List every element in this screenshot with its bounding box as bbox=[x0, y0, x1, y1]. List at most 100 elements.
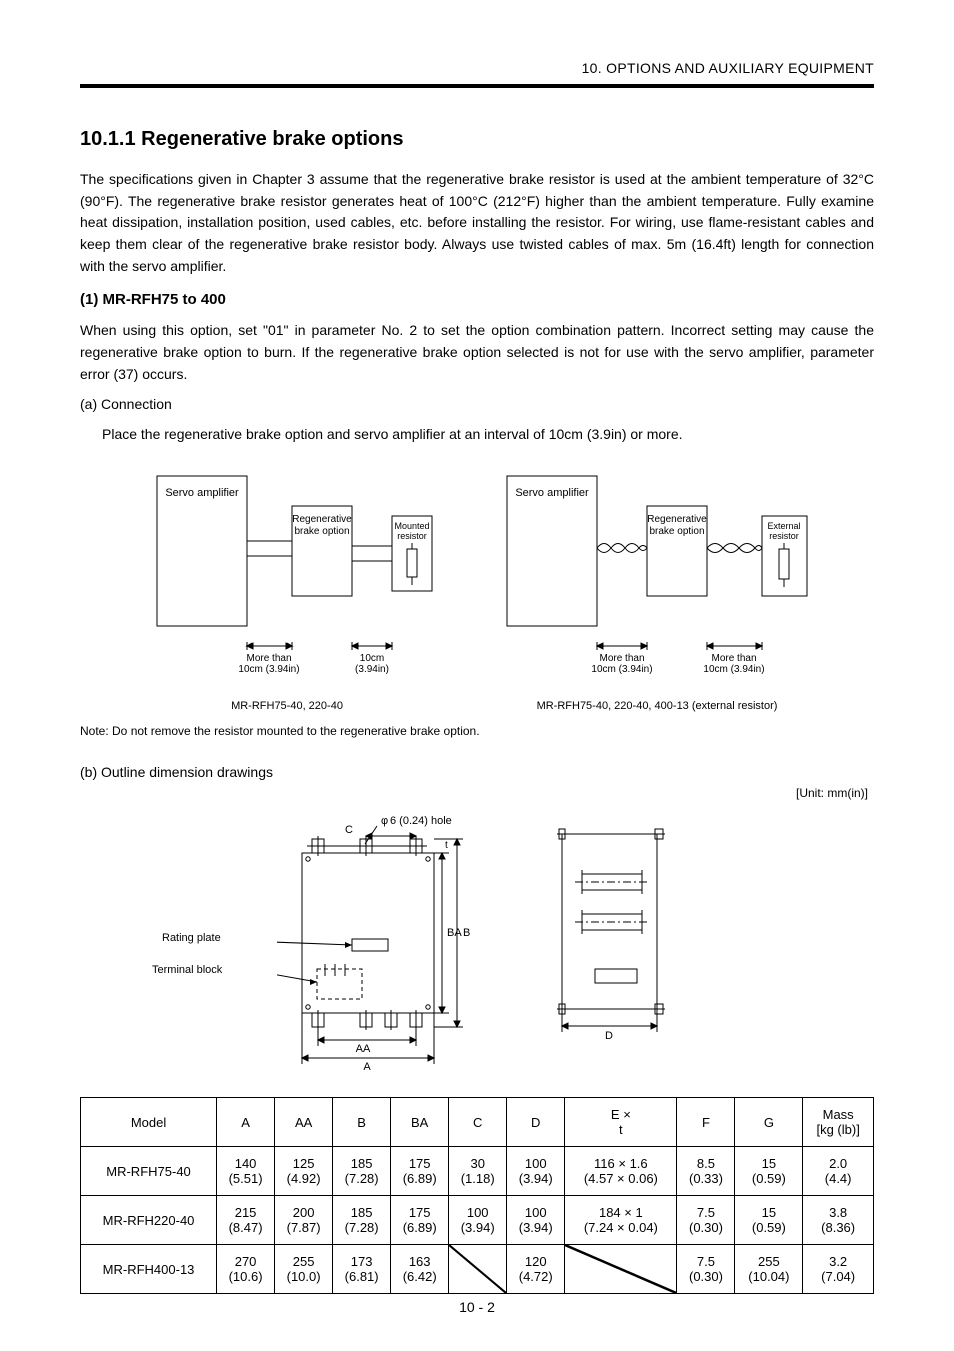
table-row: MR-RFH75-40140 (5.51)125 (4.92)185 (7.28… bbox=[81, 1147, 874, 1196]
phi-text: 6 (0.24) hole bbox=[390, 815, 452, 827]
dim-t: t bbox=[445, 840, 448, 851]
th-A: A bbox=[217, 1098, 275, 1147]
diagram1-res-l2: resistor bbox=[397, 531, 427, 541]
table-cell: 2.0 (4.4) bbox=[803, 1147, 874, 1196]
section-title-text: Regenerative brake options bbox=[141, 128, 403, 150]
table-cell: 125 (4.92) bbox=[275, 1147, 333, 1196]
spec-table: Model A AA B BA C D E × t F G Mass [kg (… bbox=[80, 1097, 874, 1294]
dim-AA: AA bbox=[356, 1043, 371, 1055]
diagram2-option-l2: brake option bbox=[649, 526, 704, 537]
table-cell: 140 (5.51) bbox=[217, 1147, 275, 1196]
th-mass: Mass [kg (lb)] bbox=[803, 1098, 874, 1147]
table-cell: MR-RFH400-13 bbox=[81, 1245, 217, 1294]
item-a-heading: (a) Connection bbox=[80, 396, 874, 412]
diagram1-gap1-l1: More than bbox=[246, 653, 291, 664]
diagram2-gap1-l1: More than bbox=[599, 653, 644, 664]
caution-paragraph: The specifications given in Chapter 3 as… bbox=[80, 169, 874, 277]
diagram-external: Servo amplifier Regenerative brake optio… bbox=[487, 461, 827, 712]
table-cell: 185 (7.28) bbox=[333, 1147, 391, 1196]
table-cell: 15 (0.59) bbox=[735, 1147, 803, 1196]
diagram2-gap2-l1: More than bbox=[711, 653, 756, 664]
diagram2-caption: MR-RFH75-40, 220-40, 400-13 (external re… bbox=[487, 700, 827, 712]
diagram1-gap1-l2: 10cm (3.94in) bbox=[238, 664, 299, 675]
table-header-row: Model A AA B BA C D E × t F G Mass [kg (… bbox=[81, 1098, 874, 1147]
rating-plate-label: Rating plate bbox=[162, 932, 221, 944]
th-G: G bbox=[735, 1098, 803, 1147]
item-b-heading: (b) Outline dimension drawings bbox=[80, 764, 874, 780]
diagram1-res-l1: Mounted bbox=[394, 521, 429, 531]
dim-B: B bbox=[463, 927, 470, 939]
terminal-block-label: Terminal block bbox=[152, 964, 222, 976]
diagram1-gap2-l2: (3.94in) bbox=[355, 664, 389, 675]
diagram2-gap2-l2: 10cm (3.94in) bbox=[703, 664, 764, 675]
diagram1-option-l1: Regenerative bbox=[292, 514, 352, 525]
page-number: 10 - 2 bbox=[0, 1299, 954, 1315]
page-header-title: 10. OPTIONS AND AUXILIARY EQUIPMENT bbox=[80, 60, 874, 76]
table-cell: 7.5 (0.30) bbox=[677, 1245, 735, 1294]
connection-diagrams: Servo amplifier Regenerative brake optio… bbox=[80, 461, 874, 712]
combination-paragraph: When using this option, set "01" in para… bbox=[80, 320, 874, 385]
outline-front-svg: φ 6 (0.24) hole bbox=[277, 814, 477, 1074]
diagram2-gap1-l2: 10cm (3.94in) bbox=[591, 664, 652, 675]
table-cell: 3.8 (8.36) bbox=[803, 1196, 874, 1245]
table-cell: 15 (0.59) bbox=[735, 1196, 803, 1245]
th-model: Model bbox=[81, 1098, 217, 1147]
table-cell: 100 (3.94) bbox=[449, 1196, 507, 1245]
th-C: C bbox=[449, 1098, 507, 1147]
table-cell: 185 (7.28) bbox=[333, 1196, 391, 1245]
diagram2-res-l2: resistor bbox=[769, 531, 799, 541]
table-cell: 173 (6.81) bbox=[333, 1245, 391, 1294]
th-BA: BA bbox=[391, 1098, 449, 1147]
table-row: MR-RFH220-40215 (8.47)200 (7.87)185 (7.2… bbox=[81, 1196, 874, 1245]
diagram2-res-l1: External bbox=[767, 521, 800, 531]
dim-A: A bbox=[363, 1061, 371, 1073]
table-cell: 120 (4.72) bbox=[507, 1245, 565, 1294]
subsection-heading: (1) MR-RFH75 to 400 bbox=[80, 291, 874, 308]
th-F: F bbox=[677, 1098, 735, 1147]
table-cell: 8.5 (0.33) bbox=[677, 1147, 735, 1196]
table-cell: 255 (10.04) bbox=[735, 1245, 803, 1294]
table-cell: 255 (10.0) bbox=[275, 1245, 333, 1294]
section-title: 10.1.1 Regenerative brake options bbox=[80, 128, 874, 151]
table-cell: 116 × 1.6 (4.57 × 0.06) bbox=[565, 1147, 677, 1196]
table-cell: 3.2 (7.04) bbox=[803, 1245, 874, 1294]
table-cell: 163 (6.42) bbox=[391, 1245, 449, 1294]
note-line: Note: Do not remove the resistor mounted… bbox=[80, 724, 874, 738]
table-cell: MR-RFH75-40 bbox=[81, 1147, 217, 1196]
diagram2-option-l1: Regenerative bbox=[647, 514, 707, 525]
table-cell: 175 (6.89) bbox=[391, 1196, 449, 1245]
outline-container: [Unit: mm(in)] Rating plate Terminal blo… bbox=[80, 786, 874, 1079]
table-cell bbox=[449, 1245, 507, 1294]
dim-BA: BA bbox=[447, 927, 462, 939]
th-Et: E × t bbox=[565, 1098, 677, 1147]
section-number: 10.1.1 bbox=[80, 128, 136, 150]
diagram1-servo-label: Servo amplifier bbox=[165, 487, 239, 499]
svg-text:φ: φ bbox=[381, 815, 388, 827]
outline-front-wrap: Rating plate Terminal block φ 6 (0.24) h… bbox=[277, 814, 477, 1079]
th-B: B bbox=[333, 1098, 391, 1147]
header-rule bbox=[80, 84, 874, 88]
unit-label: [Unit: mm(in)] bbox=[80, 786, 874, 800]
table-cell bbox=[565, 1245, 677, 1294]
diagram1-gap2-l1: 10cm bbox=[360, 653, 384, 664]
th-AA: AA bbox=[275, 1098, 333, 1147]
table-cell: 175 (6.89) bbox=[391, 1147, 449, 1196]
item-a-text: Place the regenerative brake option and … bbox=[102, 424, 874, 446]
table-cell: 184 × 1 (7.24 × 0.04) bbox=[565, 1196, 677, 1245]
diagram1-caption: MR-RFH75-40, 220-40 bbox=[127, 700, 447, 712]
diagram2-servo-label: Servo amplifier bbox=[515, 487, 589, 499]
outline-side-svg: D bbox=[547, 814, 677, 1044]
dim-C: C bbox=[345, 824, 353, 836]
table-cell: 7.5 (0.30) bbox=[677, 1196, 735, 1245]
table-cell: 100 (3.94) bbox=[507, 1147, 565, 1196]
table-cell: 100 (3.94) bbox=[507, 1196, 565, 1245]
dim-D: D bbox=[605, 1030, 613, 1042]
table-cell: 215 (8.47) bbox=[217, 1196, 275, 1245]
diagram1-option-l2: brake option bbox=[294, 526, 349, 537]
th-D: D bbox=[507, 1098, 565, 1147]
diagram-mounted: Servo amplifier Regenerative brake optio… bbox=[127, 461, 447, 712]
table-cell: 200 (7.87) bbox=[275, 1196, 333, 1245]
table-cell: 30 (1.18) bbox=[449, 1147, 507, 1196]
table-cell: MR-RFH220-40 bbox=[81, 1196, 217, 1245]
table-cell: 270 (10.6) bbox=[217, 1245, 275, 1294]
